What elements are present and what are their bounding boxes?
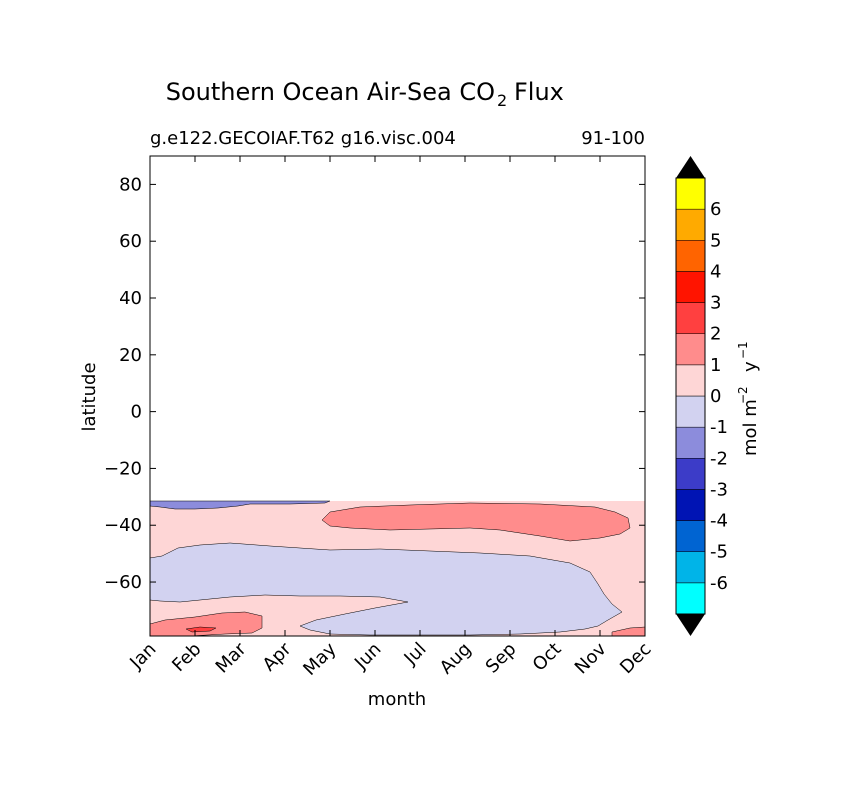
colorbar: -6 -5 -4 -3 -2 -1 0 1 2 3 4 5 6 — [675, 156, 728, 636]
colorbar-tick-label: 2 — [710, 324, 721, 345]
colorbar-bin — [675, 582, 706, 615]
colorbar-tick-label: 4 — [710, 261, 721, 282]
contour-fill-pos-2-3 — [185, 626, 217, 633]
colorbar-tick-label: -6 — [710, 573, 728, 594]
colorbar-tick-label: 3 — [710, 293, 721, 314]
x-tick-label: Nov — [571, 638, 611, 678]
colorbar-bin — [675, 520, 706, 552]
colorbar-tick-label: 0 — [710, 386, 721, 407]
y-tick-label: 60 — [119, 231, 142, 252]
colorbar-extend-min — [676, 614, 705, 636]
colorbar-tick-label: -5 — [710, 542, 728, 563]
colorbar-bin — [675, 458, 706, 490]
x-tick-label: Jan — [125, 639, 160, 674]
colorbar-label-exp1: −2 — [736, 386, 750, 404]
colorbar-tick-label: 5 — [710, 230, 721, 251]
x-tick-label: Apr — [259, 638, 296, 675]
x-tick-label: Oct — [529, 639, 566, 676]
contour-fill-neg-1-2 — [149, 500, 331, 510]
chart-title: Southern Ocean Air-Sea CO — [166, 78, 495, 106]
colorbar-tick-label: 6 — [710, 199, 721, 220]
colorbar-bin — [675, 240, 706, 272]
x-tick-label: Jul — [400, 639, 431, 670]
y-tick-label: −20 — [104, 458, 142, 479]
chart-title-tail: Flux — [514, 78, 564, 106]
colorbar-label-exp2: −1 — [736, 341, 750, 359]
y-tick-label: −40 — [104, 515, 142, 536]
contour-fill-neg-0-1 — [149, 542, 623, 636]
colorbar-bin — [675, 302, 706, 334]
colorbar-bin — [675, 395, 706, 428]
colorbar-bin — [675, 271, 706, 303]
colorbar-bin — [675, 551, 706, 584]
colorbar-tick-label: -3 — [710, 479, 728, 500]
x-tick-label: Dec — [616, 639, 655, 678]
colorbar-bin — [675, 489, 706, 521]
colorbar-frame — [675, 177, 706, 615]
colorbar-tick-label: 1 — [710, 355, 721, 376]
x-tick-label: May — [299, 638, 340, 679]
colorbar-label-main: mol m — [740, 399, 761, 456]
colorbar-bin — [675, 364, 706, 397]
subtitle-left: g.e122.GECOIAF.T62 g16.visc.004 — [150, 128, 456, 149]
x-tick-label: Feb — [168, 639, 205, 676]
x-tick-label: Sep — [482, 639, 521, 678]
colorbar-tick-label: -2 — [710, 448, 728, 469]
chart-title-subscript: 2 — [497, 91, 507, 110]
y-tick-label: 20 — [119, 345, 142, 366]
y-axis: 80 60 40 20 0 −20 −40 −60 — [104, 174, 645, 593]
plot-area: 80 60 40 20 0 −20 −40 −60 Jan Feb Mar Apr May Jun Jul… — [104, 155, 656, 680]
colorbar-tick-label: -4 — [710, 511, 728, 532]
y-tick-label: 80 — [119, 174, 142, 195]
colorbar-bin — [675, 177, 706, 210]
x-tick-label: Aug — [436, 639, 476, 679]
x-tick-label: Mar — [212, 638, 251, 677]
plot-frame — [149, 155, 646, 637]
y-tick-label: 40 — [119, 288, 142, 309]
colorbar-bin — [675, 208, 706, 241]
x-tick-label: Jun — [350, 639, 385, 674]
colorbar-extend-max — [676, 156, 705, 178]
subtitle-right: 91-100 — [581, 128, 645, 149]
y-tick-label: 0 — [131, 402, 142, 423]
colorbar-bin — [675, 333, 706, 366]
y-tick-label: −60 — [104, 572, 142, 593]
colorbar-tick-label: -1 — [710, 417, 728, 438]
colorbar-bin — [675, 426, 706, 459]
filled-contours — [149, 500, 646, 637]
colorbar-label: mol m −2 y −1 — [736, 341, 761, 456]
colorbar-label-mid: y — [740, 361, 761, 372]
x-axis-label: month — [368, 689, 426, 710]
contour-fill-pos-1-2-midlat — [321, 502, 631, 542]
y-axis-label: latitude — [79, 362, 100, 431]
